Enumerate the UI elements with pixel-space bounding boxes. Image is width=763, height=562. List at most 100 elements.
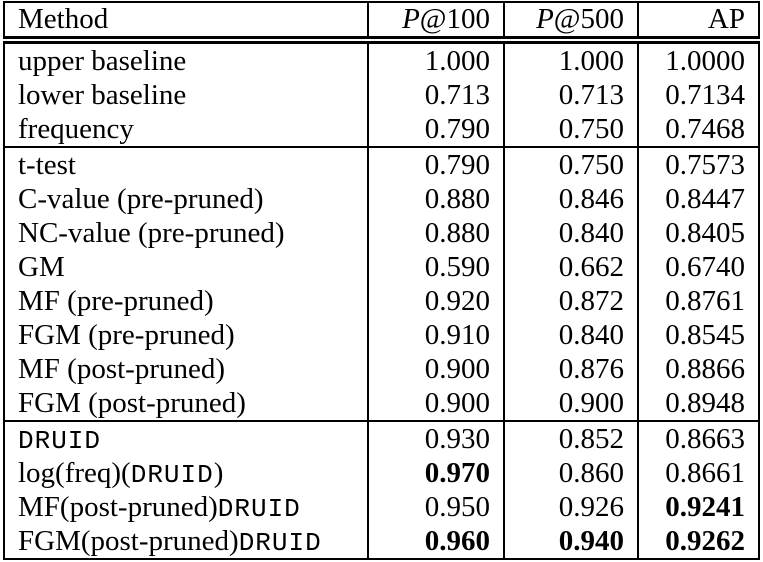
value-cell: 0.860 (503, 456, 638, 490)
table-row: NC-value (pre-pruned) 0.880 0.840 0.8405 (4, 216, 759, 250)
method-text-segment: lower baseline (18, 78, 187, 111)
value-cell: 0.8545 (637, 318, 759, 352)
table-row: FGM (post-pruned) 0.900 0.900 0.8948 (4, 386, 759, 421)
value-cell: 0.846 (503, 182, 638, 216)
method-mono-segment: DRUID (130, 459, 214, 490)
value-cell: 0.6740 (637, 250, 759, 284)
method-text-segment: C-value (pre-pruned) (18, 182, 264, 215)
method-cell: upper baseline (4, 40, 368, 78)
table-row: DRUID 0.930 0.852 0.8663 (4, 420, 759, 456)
value-cell: 0.713 (367, 78, 504, 112)
method-text-segment: t-test (18, 148, 76, 181)
method-text-segment: MF (pre-pruned) (18, 284, 214, 317)
method-text-segment: NC-value (pre-pruned) (18, 216, 285, 249)
value-cell: 0.872 (503, 284, 638, 318)
value-cell: 0.940 (503, 524, 638, 559)
value-cell: 0.930 (367, 420, 504, 456)
value-cell: 0.8761 (637, 284, 759, 318)
value-cell: 0.9262 (637, 524, 759, 559)
method-cell: FGM (post-pruned) (4, 386, 368, 421)
value-cell: 0.7134 (637, 78, 759, 112)
value-cell: 0.750 (503, 112, 638, 147)
method-cell: GM (4, 250, 368, 284)
value-cell: 0.840 (503, 318, 638, 352)
method-text-segment: FGM (post-pruned) (18, 386, 246, 419)
method-cell: MF (post-pruned) (4, 352, 368, 386)
value-cell: 0.790 (367, 112, 504, 147)
header-p100: P@100 (367, 2, 504, 44)
value-cell: 1.000 (367, 40, 504, 78)
table-row: MF (post-pruned) 0.900 0.876 0.8866 (4, 352, 759, 386)
header-p500-italic-p: P (536, 3, 554, 35)
value-cell: 0.900 (367, 386, 504, 421)
method-text-segment: MF (post-pruned) (18, 352, 226, 385)
method-text-segment: FGM(post-pruned) (18, 524, 239, 557)
method-cell: log(freq)(DRUID) (4, 456, 368, 490)
value-cell: 1.0000 (637, 40, 759, 78)
table-header: Method P@100 P@500 AP (4, 2, 759, 44)
method-cell: NC-value (pre-pruned) (4, 216, 368, 250)
value-cell: 0.8663 (637, 420, 759, 456)
header-ap-label: AP (707, 3, 745, 35)
method-text-segment: FGM (pre-pruned) (18, 318, 235, 351)
header-method-label: Method (18, 3, 109, 35)
value-cell: 0.926 (503, 490, 638, 524)
table-row: t-test 0.790 0.750 0.7573 (4, 146, 759, 182)
value-cell: 0.590 (367, 250, 504, 284)
value-cell: 0.8447 (637, 182, 759, 216)
method-mono-segment: DRUID (238, 527, 322, 558)
value-cell: 0.750 (503, 146, 638, 182)
value-cell: 0.900 (367, 352, 504, 386)
value-cell: 0.910 (367, 318, 504, 352)
method-cell: C-value (pre-pruned) (4, 182, 368, 216)
method-text-segment: upper baseline (18, 44, 187, 77)
value-cell: 0.8866 (637, 352, 759, 386)
method-cell: frequency (4, 112, 368, 147)
value-cell: 0.880 (367, 216, 504, 250)
method-text-segment: MF(post-pruned) (18, 490, 218, 523)
method-cell: FGM(post-pruned)DRUID (4, 524, 368, 559)
value-cell: 0.790 (367, 146, 504, 182)
table-row: C-value (pre-pruned) 0.880 0.846 0.8447 (4, 182, 759, 216)
value-cell: 0.8948 (637, 386, 759, 421)
method-cell: MF(post-pruned)DRUID (4, 490, 368, 524)
method-cell: lower baseline (4, 78, 368, 112)
method-cell: DRUID (4, 420, 368, 456)
table-row: frequency 0.790 0.750 0.7468 (4, 112, 759, 147)
value-cell: 0.852 (503, 420, 638, 456)
value-cell: 0.8405 (637, 216, 759, 250)
value-cell: 0.662 (503, 250, 638, 284)
value-cell: 0.713 (503, 78, 638, 112)
table-row: log(freq)(DRUID) 0.970 0.860 0.8661 (4, 456, 759, 490)
method-text-segment: log(freq)( (18, 456, 131, 489)
method-text-segment: frequency (18, 112, 134, 145)
header-p100-italic-p: P (402, 3, 420, 35)
header-row: Method P@100 P@500 AP (4, 2, 759, 44)
value-cell: 0.8661 (637, 456, 759, 490)
header-p100-label: @100 (419, 3, 490, 35)
value-cell: 0.840 (503, 216, 638, 250)
method-text-segment: GM (18, 250, 65, 283)
method-cell: FGM (pre-pruned) (4, 318, 368, 352)
value-cell: 0.876 (503, 352, 638, 386)
value-cell: 0.920 (367, 284, 504, 318)
header-method: Method (4, 2, 368, 44)
table-row: MF (pre-pruned) 0.920 0.872 0.8761 (4, 284, 759, 318)
method-mono-segment: DRUID (18, 425, 102, 456)
method-cell: MF (pre-pruned) (4, 284, 368, 318)
value-cell: 0.900 (503, 386, 638, 421)
table-row: lower baseline 0.713 0.713 0.7134 (4, 78, 759, 112)
table-row: FGM (pre-pruned) 0.910 0.840 0.8545 (4, 318, 759, 352)
header-ap: AP (637, 2, 759, 44)
value-cell: 0.7468 (637, 112, 759, 147)
value-cell: 0.970 (367, 456, 504, 490)
table-body: upper baseline 1.000 1.000 1.0000 lower base… (4, 40, 759, 559)
header-p500-label: @500 (553, 3, 624, 35)
header-p500: P@500 (503, 2, 638, 44)
table-row: FGM(post-pruned)DRUID 0.960 0.940 0.9262 (4, 524, 759, 559)
value-cell: 1.000 (503, 40, 638, 78)
value-cell: 0.960 (367, 524, 504, 559)
value-cell: 0.950 (367, 490, 504, 524)
table-row: MF(post-pruned)DRUID 0.950 0.926 0.9241 (4, 490, 759, 524)
method-cell: t-test (4, 146, 368, 182)
